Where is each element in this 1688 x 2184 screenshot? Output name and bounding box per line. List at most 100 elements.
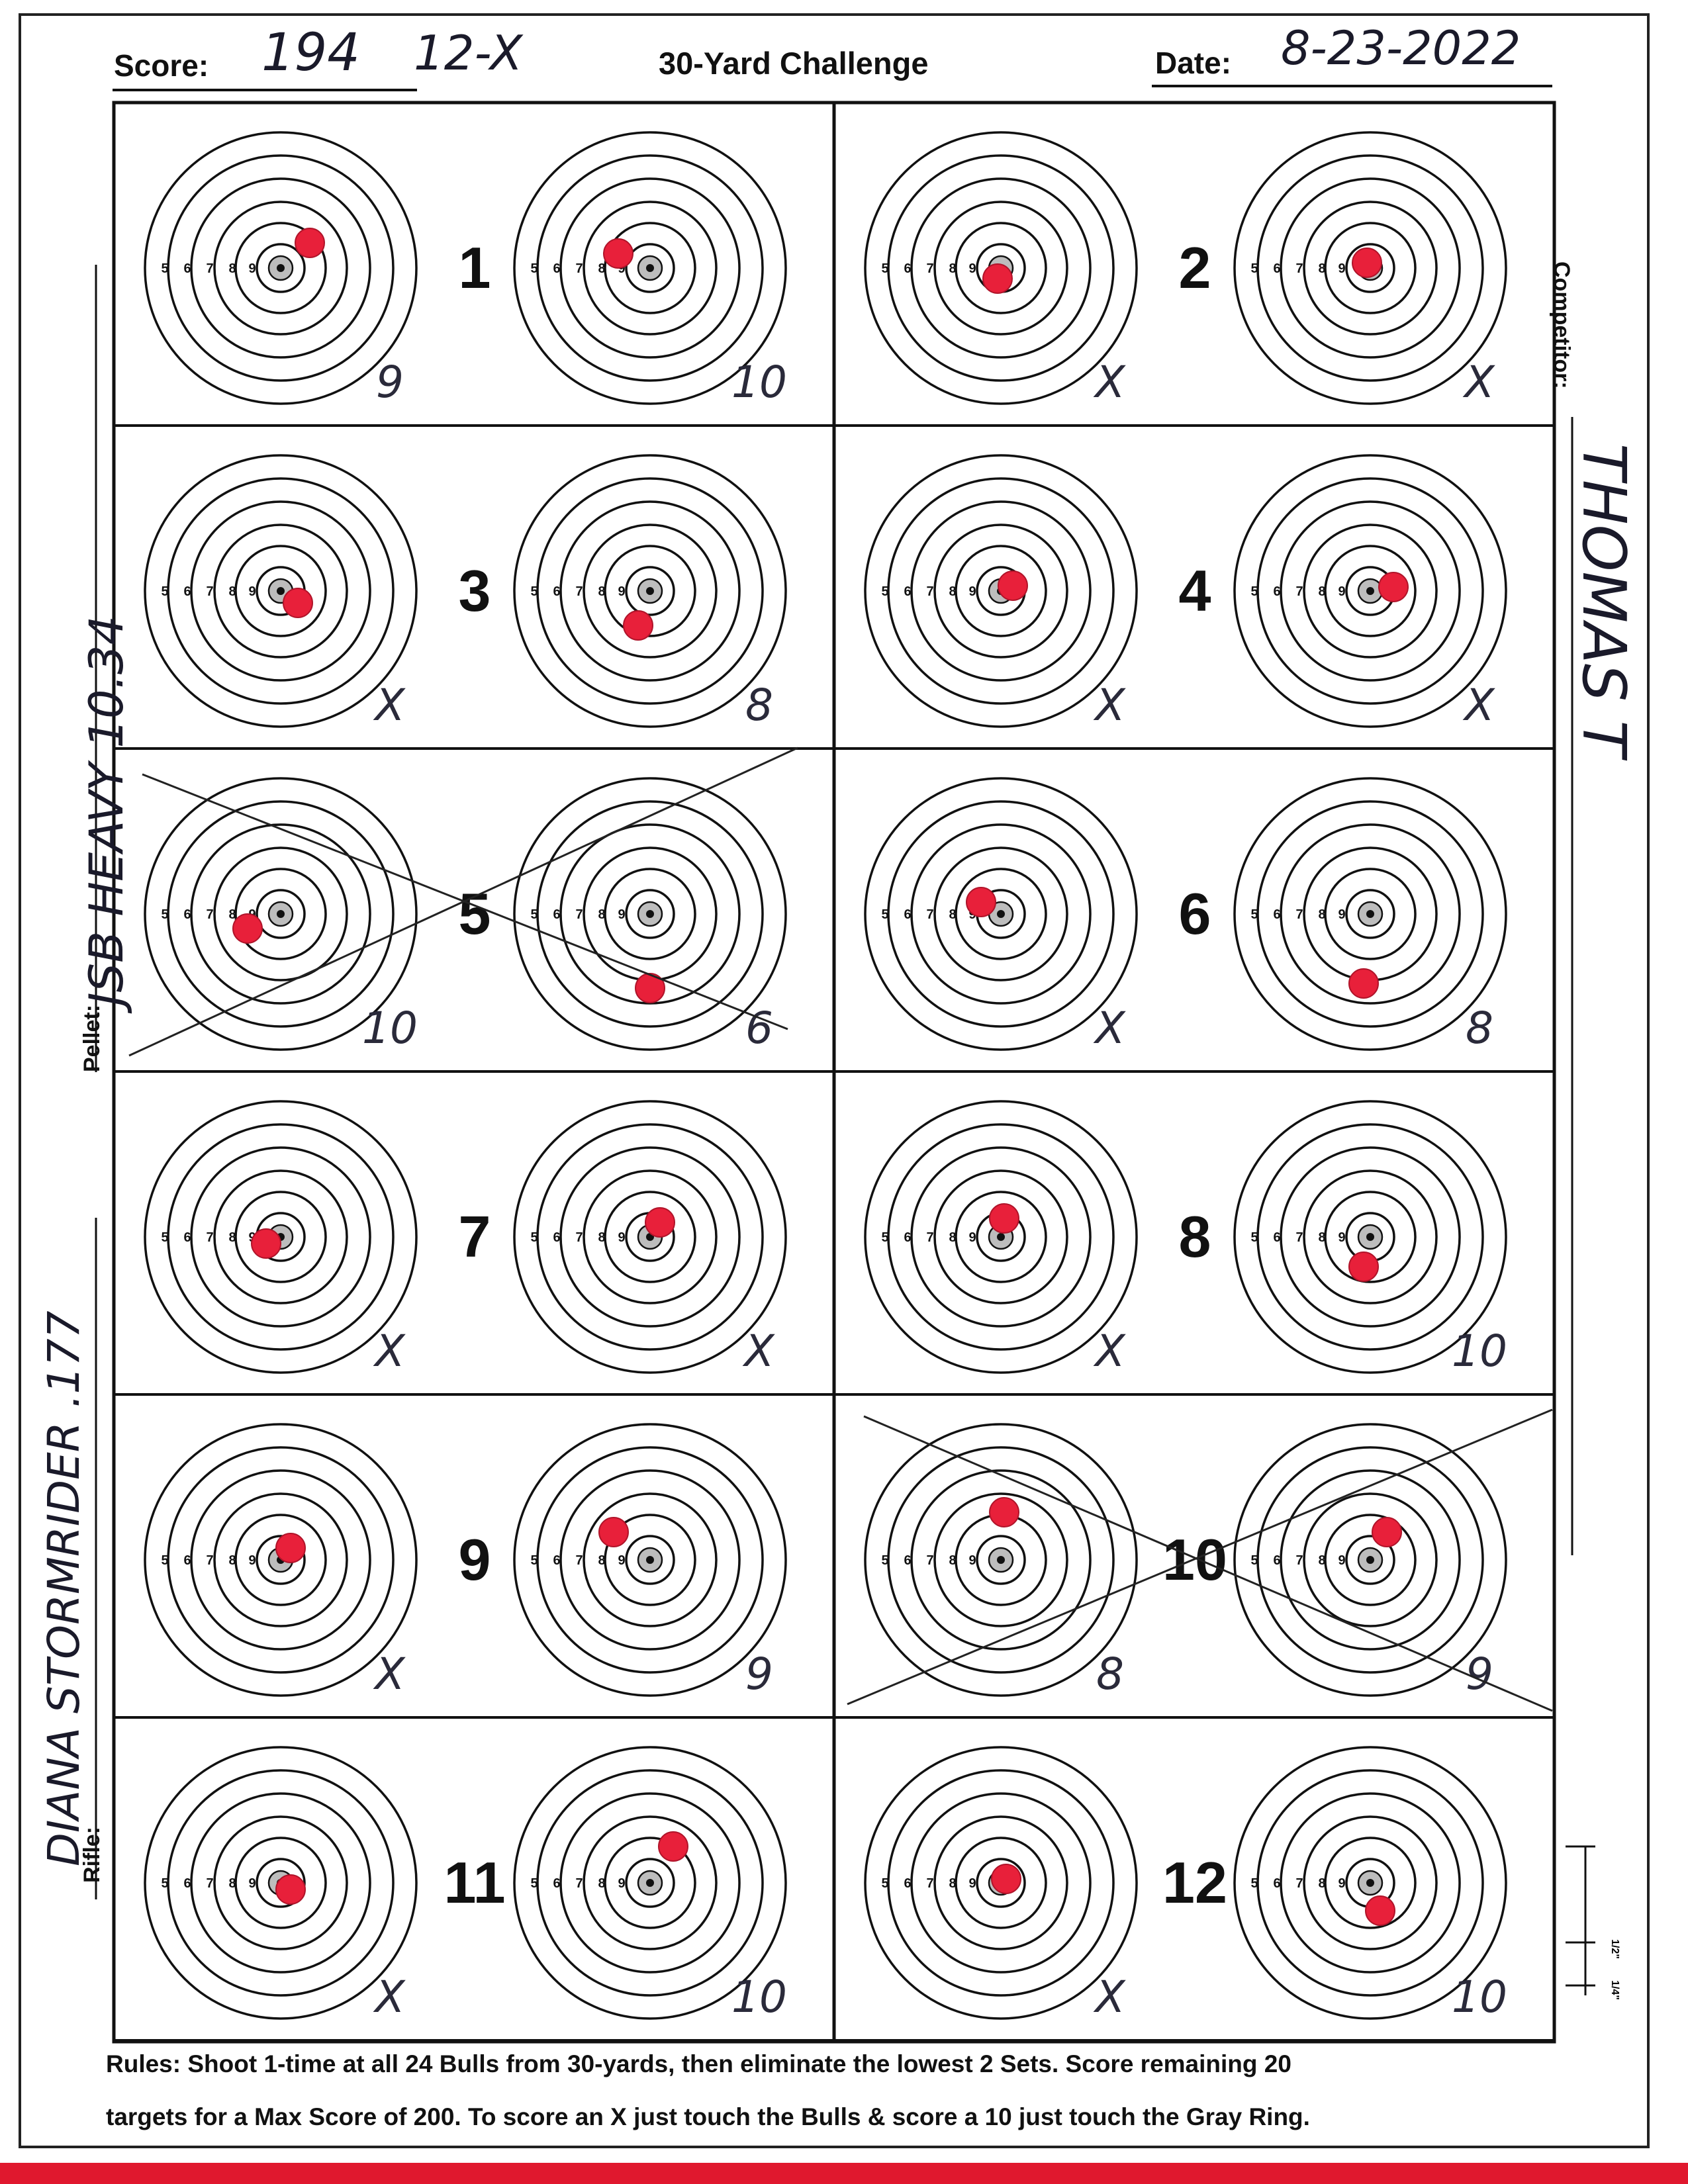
ring-number: 9 — [618, 1553, 625, 1568]
ring-number: 8 — [949, 1876, 956, 1891]
ring-number: 8 — [1318, 907, 1325, 922]
ring-number: 7 — [1295, 907, 1303, 922]
cross-out-line — [128, 747, 798, 1057]
ring-number: 5 — [530, 1230, 538, 1245]
bulls-eye — [1366, 910, 1374, 918]
ring-number: 5 — [530, 907, 538, 922]
set-number: 4 — [1179, 558, 1211, 623]
set-cell-border — [833, 1716, 1556, 2042]
pellet-hole — [1352, 248, 1382, 278]
ring-number: 8 — [228, 907, 236, 922]
cross-out-line — [863, 1415, 1553, 1712]
pellet-hole — [658, 1831, 688, 1862]
ring-number: 9 — [618, 1876, 625, 1891]
ring-number: 8 — [949, 584, 956, 599]
ring-number: 7 — [926, 1230, 933, 1245]
left-score: X — [1093, 1003, 1126, 1054]
pellet-hole — [645, 1207, 675, 1238]
pellet-hole — [623, 610, 653, 641]
ring-number: 8 — [228, 1553, 236, 1568]
pellet-hole — [598, 1517, 629, 1547]
target-set-2: 5 6 7 8 9X5 6 7 8 9X2 — [833, 101, 1556, 427]
ring-number: 7 — [1295, 584, 1303, 599]
right-score: 8 — [1466, 1003, 1493, 1054]
ring-number: 8 — [598, 1876, 605, 1891]
pellet-hole — [1348, 968, 1379, 999]
ring-number: 8 — [949, 261, 956, 276]
ring-number: 5 — [1250, 1876, 1258, 1891]
pellet-hole — [966, 887, 996, 917]
set-number: 12 — [1162, 1850, 1227, 1915]
measurement-scale: 1/2" 1/4" — [1566, 1845, 1620, 2000]
ring-number: 6 — [553, 1553, 560, 1568]
bull-target: 5 6 7 8 98 — [1233, 777, 1507, 1054]
ring-number: 9 — [618, 907, 625, 922]
set-number: 9 — [459, 1527, 491, 1592]
right-score: 8 — [745, 680, 773, 731]
pellet-hole — [1372, 1517, 1402, 1547]
target-set-6: 5 6 7 8 9X5 6 7 8 986 — [833, 747, 1556, 1073]
ring-number: 5 — [530, 261, 538, 276]
ring-number: 8 — [949, 1553, 956, 1568]
sheet-title: 30-Yard Challenge — [659, 46, 929, 81]
bulls-eye — [277, 910, 285, 918]
bulls-eye — [997, 1556, 1005, 1564]
right-score: 10 — [1452, 1972, 1507, 2023]
bulls-eye — [646, 1556, 654, 1564]
ring-number: 6 — [553, 1230, 560, 1245]
competitor-value: THOMAS T — [1569, 443, 1638, 757]
bull-target: 5 6 7 8 99 — [513, 1423, 787, 1700]
pellet-hole — [295, 228, 325, 258]
ring-number: 8 — [1318, 1876, 1325, 1891]
ring-number: 9 — [968, 907, 976, 922]
score-value: 194 — [261, 23, 360, 83]
cross-out-line — [847, 1408, 1553, 1706]
target-set-10: 56789856789910 — [833, 1393, 1556, 1719]
pellet-hole — [232, 913, 263, 944]
ring-number: 6 — [904, 1876, 911, 1891]
pellet-hole — [982, 263, 1013, 294]
ring-number: 7 — [1295, 1230, 1303, 1245]
bulls-eye — [997, 1233, 1005, 1241]
ring-number: 6 — [553, 584, 560, 599]
ring-number: 7 — [1295, 1876, 1303, 1891]
date-value: 8-23-2022 — [1281, 21, 1521, 75]
ring-number: 5 — [530, 584, 538, 599]
target-set-7: 56789X56789X7 — [113, 1070, 835, 1396]
pellet-hole — [989, 1497, 1019, 1527]
ring-number: 7 — [206, 584, 213, 599]
ring-number: 8 — [598, 261, 605, 276]
ring-number: 8 — [1318, 1230, 1325, 1245]
bulls-eye — [1366, 587, 1374, 595]
ring-number: 7 — [575, 1553, 583, 1568]
bulls-eye — [997, 910, 1005, 918]
ring-number: 7 — [575, 584, 583, 599]
ring-number: 9 — [618, 261, 625, 276]
ring-number: 6 — [904, 907, 911, 922]
ring-number: 6 — [553, 261, 560, 276]
pellet-hole — [989, 1203, 1019, 1234]
right-score: 10 — [731, 1972, 787, 2023]
right-score: 10 — [1452, 1326, 1507, 1377]
target-set-5: 56789105678965 — [113, 747, 835, 1073]
ring-number: 6 — [904, 1230, 911, 1245]
ring-number: 5 — [881, 1553, 888, 1568]
left-score: 10 — [362, 1003, 418, 1054]
ring-number: 9 — [248, 1553, 256, 1568]
ring-number: 9 — [968, 1876, 976, 1891]
left-score: X — [1093, 1972, 1126, 2023]
bulls-eye — [1366, 1556, 1374, 1564]
ring-number: 9 — [248, 584, 256, 599]
left-score: 8 — [1096, 1649, 1124, 1700]
ring-number: 8 — [598, 1230, 605, 1245]
